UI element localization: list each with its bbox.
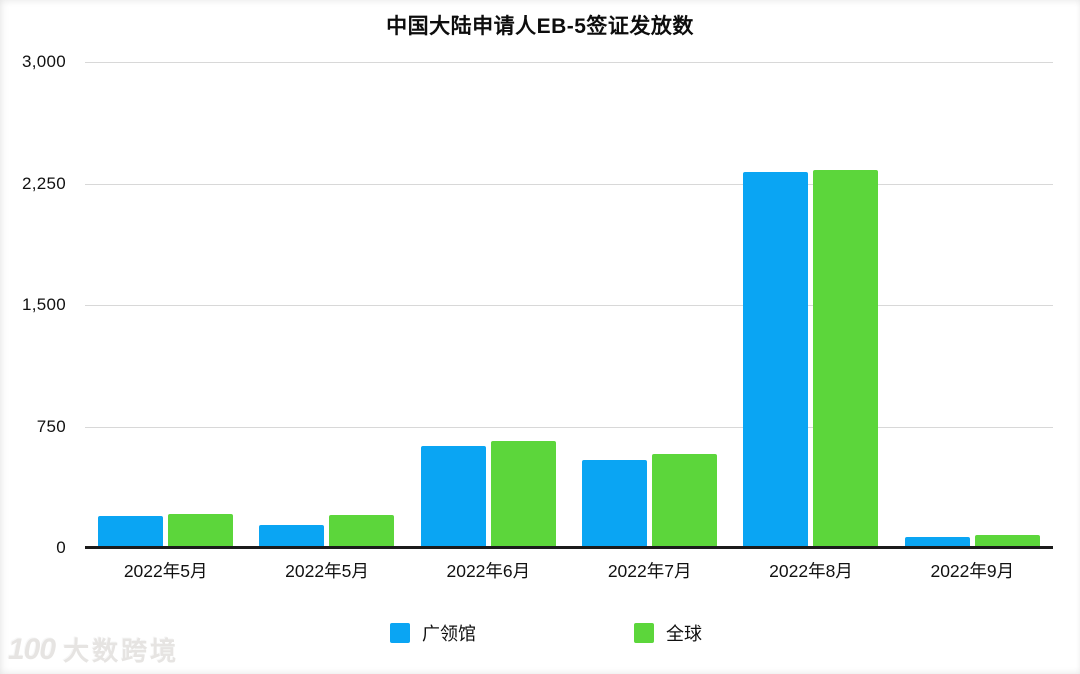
chart-title: 中国大陆申请人EB-5签证发放数 bbox=[386, 15, 694, 38]
y-tick-label: 750 bbox=[36, 416, 66, 436]
bar-广领馆 bbox=[582, 459, 648, 547]
gridline bbox=[85, 426, 1053, 428]
gridline bbox=[85, 183, 1053, 185]
bar-group bbox=[408, 62, 569, 547]
bar-全球 bbox=[168, 513, 234, 547]
legend-label: 全球 bbox=[666, 624, 702, 644]
bar-group bbox=[85, 62, 246, 547]
legend: 广领馆 全球 bbox=[390, 620, 702, 646]
y-tick-label: 0 bbox=[56, 538, 66, 557]
bar-广领馆 bbox=[904, 536, 970, 547]
bar-广领馆 bbox=[420, 445, 486, 547]
x-axis-labels: 2022年5月 2022年5月 2022年6月 2022年7月 2022年8月 2022年… bbox=[85, 558, 1053, 584]
legend-item: 全球 bbox=[634, 620, 702, 646]
gridline bbox=[85, 62, 1053, 63]
watermark-logo-icon: 100 bbox=[8, 632, 56, 666]
bar-group bbox=[730, 62, 891, 547]
bar-group bbox=[246, 62, 407, 547]
watermark: 100 大数跨境 bbox=[8, 631, 179, 668]
x-tick-label: 2022年5月 bbox=[123, 561, 208, 581]
bar-全球 bbox=[974, 534, 1040, 547]
legend-label: 广领馆 bbox=[422, 624, 476, 644]
bar-全球 bbox=[652, 454, 718, 547]
bars-layer bbox=[85, 62, 1053, 547]
legend-item: 广领馆 bbox=[390, 620, 476, 646]
bar-全球 bbox=[490, 441, 556, 547]
x-tick-label: 2022年8月 bbox=[769, 561, 853, 581]
plot-area bbox=[85, 62, 1053, 549]
y-tick-label: 2,250 bbox=[21, 173, 66, 193]
y-tick-label: 3,000 bbox=[21, 52, 66, 71]
legend-swatch-icon bbox=[390, 623, 410, 643]
bar-group bbox=[569, 62, 730, 547]
watermark-text: 大数跨境 bbox=[63, 636, 180, 666]
bar-广领馆 bbox=[259, 525, 325, 547]
x-tick-label: 2022年5月 bbox=[285, 561, 369, 581]
legend-swatch-icon bbox=[634, 623, 654, 643]
bar-全球 bbox=[329, 515, 395, 547]
y-tick-label: 1,500 bbox=[21, 295, 66, 314]
bar-group bbox=[892, 62, 1053, 547]
bar-广领馆 bbox=[98, 516, 164, 547]
x-tick-label: 2022年9月 bbox=[930, 561, 1015, 581]
y-axis-labels: 0 750 1,500 2,250 3,000 bbox=[0, 0, 66, 674]
x-tick-label: 2022年6月 bbox=[446, 561, 531, 581]
bar-全球 bbox=[813, 170, 879, 547]
x-axis-line bbox=[85, 546, 1053, 549]
x-tick-label: 2022年7月 bbox=[607, 561, 692, 581]
gridline bbox=[85, 305, 1053, 306]
bar-广领馆 bbox=[743, 171, 809, 547]
